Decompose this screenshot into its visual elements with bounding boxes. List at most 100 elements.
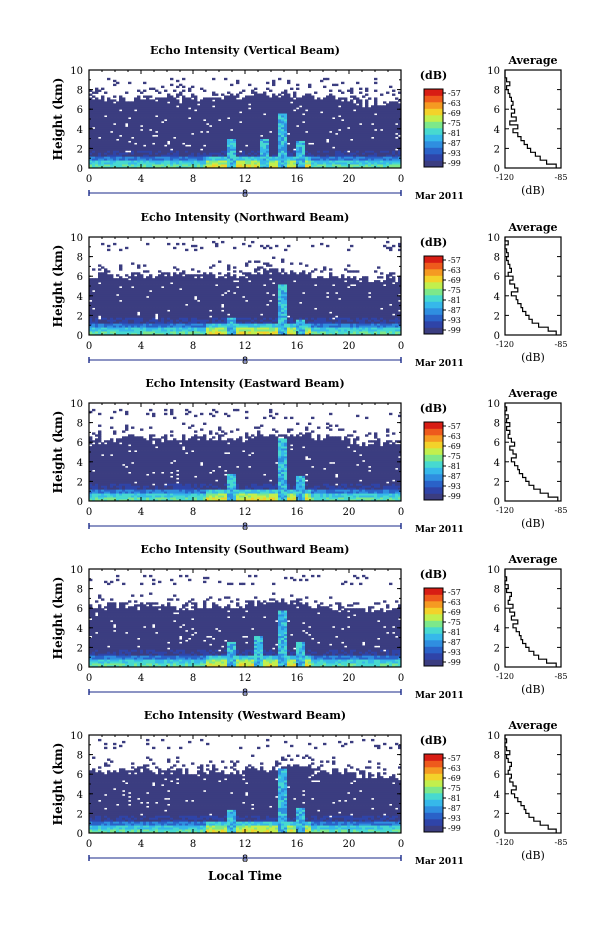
- profile-x-tick-label: -120: [496, 340, 514, 349]
- colorbar-tick-label: -81: [448, 628, 461, 637]
- x-tick-label: 4: [138, 341, 144, 352]
- x-tick-label: 4: [138, 673, 144, 684]
- y-tick-label: 4: [77, 624, 83, 635]
- y-tick-label: 6: [77, 604, 83, 615]
- profile-y-tick-label: 4: [494, 624, 500, 635]
- x-tick-label: 8: [190, 341, 196, 352]
- profile-line: [504, 569, 557, 667]
- colorbar-segment: [424, 633, 443, 641]
- profile-frame: [504, 69, 562, 169]
- colorbar-segment: [424, 295, 443, 302]
- profile-y-tick-label: 2: [494, 311, 500, 322]
- profile-y-tick-label: 6: [494, 272, 500, 283]
- profile-x-label: (dB): [521, 351, 545, 364]
- echo-heatmap: [89, 738, 402, 834]
- profile-y-tick-label: 10: [487, 66, 500, 77]
- y-tick-label: 8: [77, 751, 83, 762]
- colorbar-segment: [424, 435, 443, 442]
- colorbar-tick-label: -81: [448, 462, 461, 471]
- colorbar-frame: [423, 421, 444, 501]
- x-tick-label: 0: [86, 673, 92, 684]
- colorbar-unit: (dB): [420, 236, 447, 249]
- x-tick-label: 0: [398, 507, 404, 518]
- colorbar-segment: [424, 141, 443, 148]
- x-tick-label: 20: [343, 507, 356, 518]
- y-tick-label: 4: [77, 458, 83, 469]
- profile-y-tick-label: 0: [494, 829, 500, 840]
- colorbar-segment: [424, 806, 443, 813]
- x-tick-label: 0: [86, 341, 92, 352]
- colorbar-segment: [424, 288, 443, 296]
- panel-2: Echo Intensity (Northward Beam) 0 2 4 6 8 10 He…: [51, 211, 567, 369]
- x-tick-label: 12: [239, 174, 252, 185]
- colorbar-tick-label: -69: [448, 608, 461, 617]
- y-tick-label: 10: [70, 233, 83, 244]
- colorbar-tick-label: -57: [448, 754, 461, 763]
- y-tick-label: 0: [77, 497, 83, 508]
- y-tick-label: 6: [77, 105, 83, 116]
- colorbar-segment: [424, 812, 443, 820]
- y-tick-label: 0: [77, 829, 83, 840]
- profile-title: Average: [507, 553, 557, 566]
- profile-line: [504, 403, 559, 501]
- colorbar-tick-label: -99: [448, 658, 461, 667]
- y-tick-label: 0: [77, 164, 83, 175]
- profile-frame: [504, 734, 562, 834]
- colorbar-segment: [424, 121, 443, 129]
- colorbar-segment: [424, 102, 443, 109]
- colorbar-tick-label: -57: [448, 256, 461, 265]
- colorbar-segment: [424, 659, 443, 667]
- colorbar-tick-label: -69: [448, 774, 461, 783]
- y-axis-label: Height (km): [51, 78, 65, 161]
- colorbar-tick-label: -87: [448, 306, 461, 315]
- colorbar-segment: [424, 448, 443, 455]
- profile-line: [504, 70, 557, 168]
- colorbar-tick-label: -57: [448, 422, 461, 431]
- colorbar-segment: [424, 607, 443, 615]
- colorbar-unit: (dB): [420, 402, 447, 415]
- colorbar-segment: [424, 428, 443, 436]
- colorbar-segment: [424, 793, 443, 800]
- colorbar-segment: [424, 588, 443, 595]
- colorbar-unit: (dB): [420, 734, 447, 747]
- date-day-label: 8: [242, 854, 248, 865]
- colorbar-segment: [424, 128, 443, 135]
- x-tick-label: 16: [291, 174, 304, 185]
- x-tick-label: 4: [138, 507, 144, 518]
- profile-y-tick-label: 10: [487, 399, 500, 410]
- profile-title: Average: [507, 719, 557, 732]
- colorbar-segment: [424, 327, 443, 335]
- x-tick-label: 0: [398, 839, 404, 850]
- colorbar-tick-label: -99: [448, 326, 461, 335]
- colorbar-tick-label: -69: [448, 442, 461, 451]
- colorbar-segment: [424, 262, 443, 270]
- profile-y-tick-label: 0: [494, 663, 500, 674]
- panel-title: Echo Intensity (Southward Beam): [141, 543, 350, 556]
- colorbar-segment: [424, 269, 443, 276]
- colorbar-tick-label: -63: [448, 266, 461, 275]
- colorbar-segment: [424, 767, 443, 774]
- y-tick-label: 0: [77, 663, 83, 674]
- y-tick-label: 6: [77, 272, 83, 283]
- colorbar-segment: [424, 314, 443, 322]
- colorbar-segment: [424, 147, 443, 155]
- colorbar-segment: [424, 760, 443, 768]
- colorbar-segment: [424, 480, 443, 488]
- profile-x-tick-label: -120: [496, 838, 514, 847]
- y-tick-label: 4: [77, 292, 83, 303]
- panel-title: Echo Intensity (Westward Beam): [144, 709, 346, 722]
- profile-x-tick-label: -85: [555, 340, 568, 349]
- colorbar-tick-label: -57: [448, 588, 461, 597]
- colorbar-tick-label: -87: [448, 139, 461, 148]
- panel-title: Echo Intensity (Eastward Beam): [145, 377, 344, 390]
- profile-y-tick-label: 6: [494, 770, 500, 781]
- x-tick-label: 8: [190, 174, 196, 185]
- x-tick-label: 16: [291, 507, 304, 518]
- y-tick-label: 8: [77, 86, 83, 97]
- profile-x-label: (dB): [521, 517, 545, 530]
- x-tick-label: 20: [343, 673, 356, 684]
- x-tick-label: 20: [343, 174, 356, 185]
- colorbar-tick-label: -63: [448, 764, 461, 773]
- colorbar-unit: (dB): [420, 69, 447, 82]
- x-tick-label: 12: [239, 507, 252, 518]
